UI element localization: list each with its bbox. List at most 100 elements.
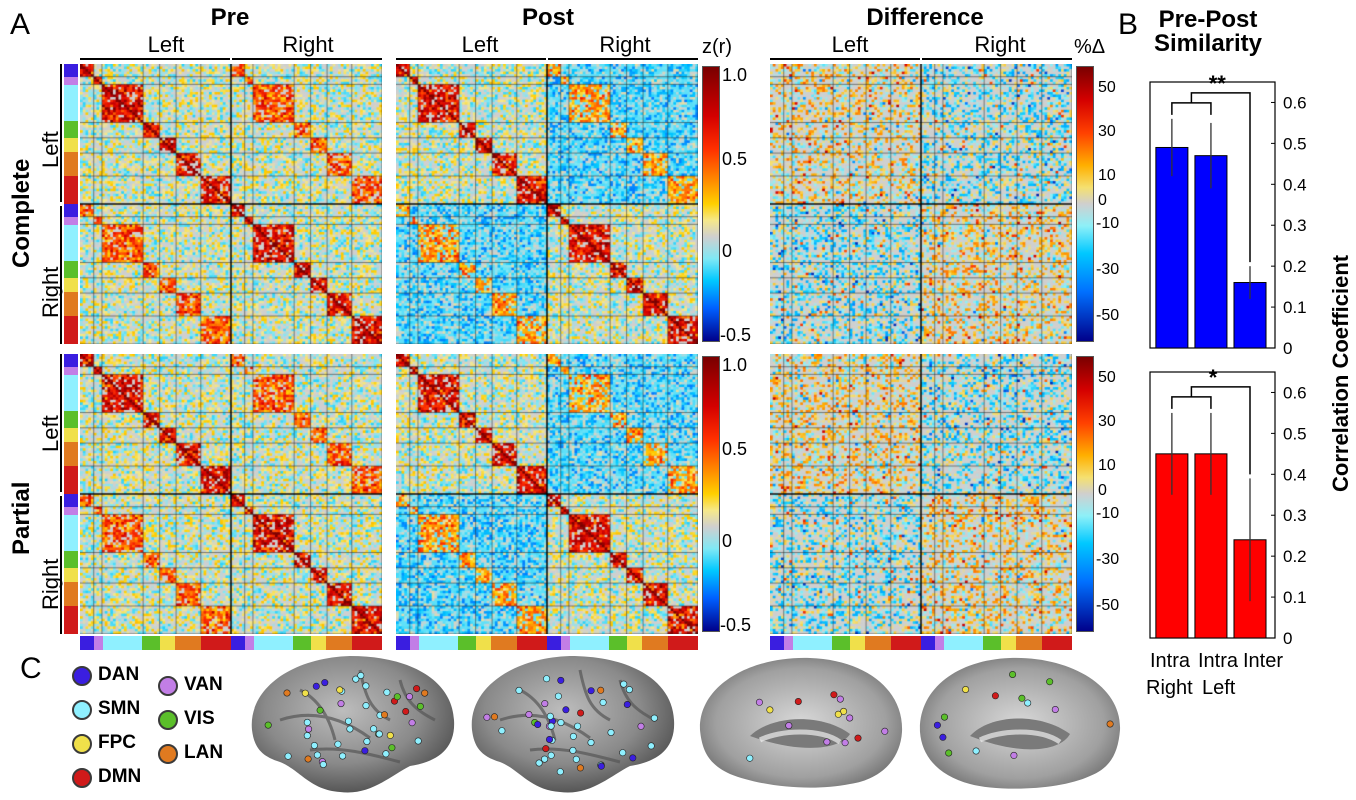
panel-label-c: C (20, 652, 42, 685)
y-tick-label: 0.2 (1283, 257, 1307, 276)
hemi-left-pre: Left (147, 32, 185, 57)
y-tick-label: 0.6 (1283, 383, 1307, 402)
side-line-left-complete (60, 64, 62, 202)
strip-seg-van (934, 636, 944, 650)
cz-tick-4: -0.5 (720, 325, 752, 345)
legend-label-dmn: DMN (98, 766, 142, 787)
brain-node (547, 722, 555, 730)
panel-b-title-1: Pre-Post (1158, 6, 1258, 33)
brain-node (416, 702, 424, 710)
brain-node (854, 734, 862, 742)
comparison-bracket-inter (1190, 386, 1251, 475)
cp-tick-10: 10 (1098, 457, 1116, 474)
cz-tick-6: 0.5 (722, 439, 748, 459)
brain-node (370, 725, 378, 733)
brain-node (597, 686, 605, 694)
y-tick-label: 0.5 (1283, 134, 1307, 153)
brain-node (597, 762, 605, 770)
strip-seg-fpc (159, 636, 176, 650)
legend-dot-vis (158, 710, 178, 730)
brain-node (264, 721, 272, 729)
brain-node (383, 688, 391, 696)
strip-seg-vis (982, 636, 1001, 650)
strip-seg-lan (1016, 636, 1042, 650)
brain-node (650, 714, 658, 722)
brain-node (408, 719, 416, 727)
brain-node (301, 689, 309, 697)
strip-seg-dan (920, 636, 935, 650)
matrix-diff-partial (770, 354, 1072, 634)
brain-node (834, 710, 842, 718)
brain-node (483, 713, 491, 721)
brain-node (284, 752, 292, 760)
cp-tick-12: -10 (1096, 505, 1120, 522)
y-tick-label: 0.6 (1283, 93, 1307, 112)
strip-seg-dan (64, 493, 78, 507)
cz-tick-7: 0 (722, 531, 733, 551)
brain-node (542, 745, 550, 753)
col-title-pre: Pre (210, 4, 250, 31)
strip-seg-vis (608, 636, 627, 650)
strip-seg-lan (64, 292, 78, 316)
strip-seg-dan (64, 203, 78, 217)
brain-node (312, 682, 320, 690)
brain-node (823, 738, 831, 746)
strip-seg-smn (418, 636, 458, 650)
cp-tick-8: 50 (1098, 369, 1116, 386)
strip-seg-smn (253, 636, 293, 650)
brain-node (607, 729, 615, 737)
brain-lateral-left-2 (471, 656, 675, 793)
brain-node (972, 747, 980, 755)
brain-node (620, 680, 628, 688)
brain-node (382, 750, 390, 758)
brain-node (346, 725, 354, 733)
strip-seg-fpc (1000, 636, 1016, 650)
strip-seg-vis (64, 261, 78, 279)
brain-node (413, 685, 421, 693)
strip-seg-dmn (64, 315, 78, 344)
strip-seg-smn (792, 636, 832, 650)
strip-seg-van (64, 506, 78, 515)
strip-seg-dan (230, 636, 245, 650)
cz-tick-1: 1.0 (722, 65, 748, 85)
colorbar-z-partial (702, 356, 720, 632)
brain-node (629, 754, 637, 762)
legend-label-lan: LAN (184, 742, 224, 763)
brain-node (362, 682, 370, 690)
strip-seg-van (64, 216, 78, 225)
cp-tick-13: -30 (1096, 551, 1120, 568)
cp-tick-14: -50 (1096, 597, 1120, 614)
brain-node (785, 722, 793, 730)
strip-seg-dan (770, 636, 784, 650)
brain-node (1024, 699, 1032, 707)
brain-node (310, 742, 318, 750)
brain-node (363, 738, 371, 746)
brain-node (543, 675, 551, 683)
bar-chart-partial: 0 0.1 0.2 0.3 0.4 0.5 0.6 * (1149, 365, 1307, 648)
brain-node (402, 707, 410, 715)
matrix-pre-complete (80, 64, 382, 344)
brain-node (1106, 720, 1114, 728)
col-title-difference: Difference (866, 4, 984, 31)
brain-node (574, 722, 582, 730)
hemi-left-post: Left (461, 32, 499, 57)
brain-node (562, 706, 570, 714)
brain-medial-1 (699, 657, 903, 788)
brain-node (352, 675, 360, 683)
brain-node (319, 761, 327, 769)
strip-seg-lan (642, 636, 668, 650)
strip-seg-fpc (64, 138, 78, 153)
strip-seg-vis (831, 636, 850, 650)
panel-label-a: A (10, 8, 31, 41)
brain-node (557, 719, 565, 727)
strip-seg-smn (64, 224, 78, 262)
hemi-line-left-diff (770, 58, 920, 60)
hemi-left-diff: Left (831, 32, 869, 57)
brain-node (375, 730, 383, 738)
matrix-diff-complete (770, 64, 1072, 344)
brain-node (841, 739, 849, 747)
brain-node (515, 686, 523, 694)
colorbar-pct-partial (1076, 356, 1094, 632)
hemi-line-left-post (396, 58, 546, 60)
legend-dot-dmn (72, 768, 92, 788)
